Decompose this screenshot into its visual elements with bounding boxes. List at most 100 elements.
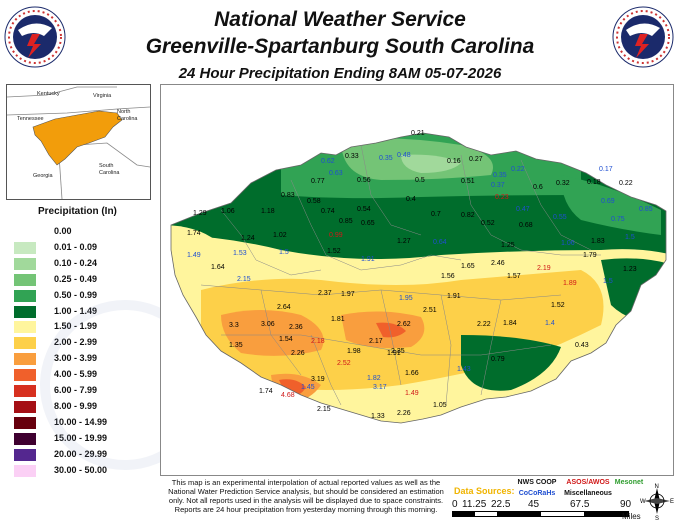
station-value: 1.64 — [211, 264, 225, 271]
county-lines — [200, 144, 601, 406]
station-value: 1.25 — [501, 242, 515, 249]
legend-swatch — [14, 464, 36, 477]
station-value: 1.74 — [187, 230, 201, 237]
station-value: 2.18 — [311, 338, 325, 345]
region-outline — [170, 132, 667, 424]
legend-title: Precipitation (In) — [38, 206, 117, 217]
station-value: 1.49 — [405, 390, 419, 397]
station-value: 0.85 — [339, 218, 353, 225]
legend-swatch — [14, 416, 36, 429]
station-value: 0.37 — [491, 182, 505, 189]
station-value: 1.05 — [433, 402, 447, 409]
station-value: 2.64 — [277, 304, 291, 311]
compass-e: E — [670, 499, 674, 505]
station-value: 0.17 — [599, 166, 613, 173]
station-value: 1.53 — [233, 250, 247, 257]
legend-swatch — [14, 241, 36, 254]
station-value: 1.5 — [279, 249, 289, 256]
scale-tick-90: 90 — [620, 499, 632, 510]
legend-label: 0.25 - 0.49 — [54, 273, 98, 284]
legend-label: 0.50 - 0.99 — [54, 289, 98, 300]
station-value: 1.02 — [273, 232, 287, 239]
legend-swatch — [14, 226, 36, 238]
map-subtitle: 24 Hour Precipitation Ending 8AM 05-07-2… — [178, 65, 502, 82]
station-value: 1.84 — [503, 320, 517, 327]
station-value: 1.57 — [507, 273, 521, 280]
station-value: 0.6 — [533, 184, 543, 191]
station-value: 1.18 — [261, 208, 275, 215]
data-sources-title: Data Sources: — [454, 486, 515, 496]
station-value: 1.52 — [551, 302, 565, 309]
station-value: 1.4 — [545, 320, 555, 327]
station-value: 0.16 — [447, 158, 461, 165]
station-value: 1.54 — [279, 336, 293, 343]
station-value: 0.82 — [461, 212, 475, 219]
station-value: 2.37 — [318, 290, 332, 297]
station-value: 2.35 — [391, 348, 405, 355]
scale-tick-0: 0 — [452, 499, 458, 510]
station-value: 1.49 — [187, 252, 201, 259]
station-value: 0.33 — [345, 153, 359, 160]
station-value: 0.85 — [639, 206, 653, 213]
station-value: 1.91 — [361, 256, 375, 263]
station-value: 3.17 — [373, 384, 387, 391]
legend-swatch — [14, 289, 36, 302]
station-value: 1.83 — [591, 238, 605, 245]
station-value: 1.06 — [221, 208, 235, 215]
nws-logo-left — [4, 6, 66, 68]
station-value: 1.89 — [563, 280, 577, 287]
title-line-1: National Weather Service — [214, 8, 466, 31]
map-canvas: 0.21 0.62 0.33 0.35 0.48 0.16 0.27 0.35 0.22 0.17… — [170, 130, 667, 424]
scale-bar — [452, 511, 629, 517]
station-value: 0.27 — [469, 156, 483, 163]
legend-swatch — [14, 353, 36, 366]
station-value: 0.22 — [511, 166, 525, 173]
station-value: 0.69 — [601, 198, 615, 205]
legend-label: 0.00 — [54, 226, 72, 236]
station-value: 1.95 — [399, 295, 413, 302]
precipitation-map: 0.21 0.62 0.33 0.35 0.48 0.16 0.27 0.35 0.22 0.17… — [160, 84, 674, 476]
station-value: 1.27 — [397, 238, 411, 245]
legend-swatch — [14, 273, 36, 286]
locator-inset-map: Kentucky Virginia Tennessee North Caroli… — [6, 84, 151, 200]
station-value: 0.65 — [361, 220, 375, 227]
source-miscellaneous: Miscellaneous — [564, 490, 612, 497]
station-value: 4.68 — [281, 392, 295, 399]
legend-label: 0.10 - 0.24 — [54, 257, 98, 268]
station-value: 0.54 — [357, 206, 371, 213]
station-value: 1.06 — [561, 240, 575, 247]
station-value: 0.4 — [406, 196, 416, 203]
scale-tick-11-25: 11.25 — [462, 499, 487, 510]
station-value: 0.68 — [519, 222, 533, 229]
station-value: 0.32 — [556, 180, 570, 187]
station-value: 0.74 — [321, 208, 335, 215]
station-value: 2.52 — [337, 360, 351, 367]
scale-tick-45: 45 — [528, 499, 540, 510]
station-value: 1.5 — [603, 278, 613, 285]
station-value: 0.35 — [379, 155, 393, 162]
inset-label-north-carolina: North Carolina — [117, 109, 138, 122]
station-value: 0.58 — [307, 198, 321, 205]
inset-label-tennessee: Tennessee — [17, 116, 44, 122]
disclaimer-text: This map is an experimental interpolatio… — [168, 478, 444, 514]
legend-swatch — [14, 305, 36, 318]
scale-tick-22-5: 22.5 — [491, 499, 511, 510]
legend-label: 30.00 - 50.00 — [54, 464, 108, 475]
station-value: 0.75 — [611, 216, 625, 223]
station-values-layer: 0.21 0.62 0.33 0.35 0.48 0.16 0.27 0.35 0.22 0.17… — [187, 130, 653, 420]
legend-swatch — [14, 448, 36, 461]
station-value: 1.29 — [193, 210, 207, 217]
nws-logo-right — [612, 6, 674, 68]
inset-states — [7, 86, 150, 199]
station-value: 2.19 — [537, 265, 551, 272]
station-value: 0.62 — [321, 158, 335, 165]
station-value: 0.22 — [619, 180, 633, 187]
station-value: 2.15 — [237, 276, 251, 283]
compass-s: S — [655, 516, 659, 520]
station-value: 0.63 — [329, 170, 343, 177]
legend-swatch — [14, 257, 36, 270]
station-value: 1.82 — [367, 375, 381, 382]
station-value: 1.91 — [447, 293, 461, 300]
compass-rose-icon: N S E W — [640, 484, 674, 520]
station-value: 0.47 — [516, 206, 530, 213]
